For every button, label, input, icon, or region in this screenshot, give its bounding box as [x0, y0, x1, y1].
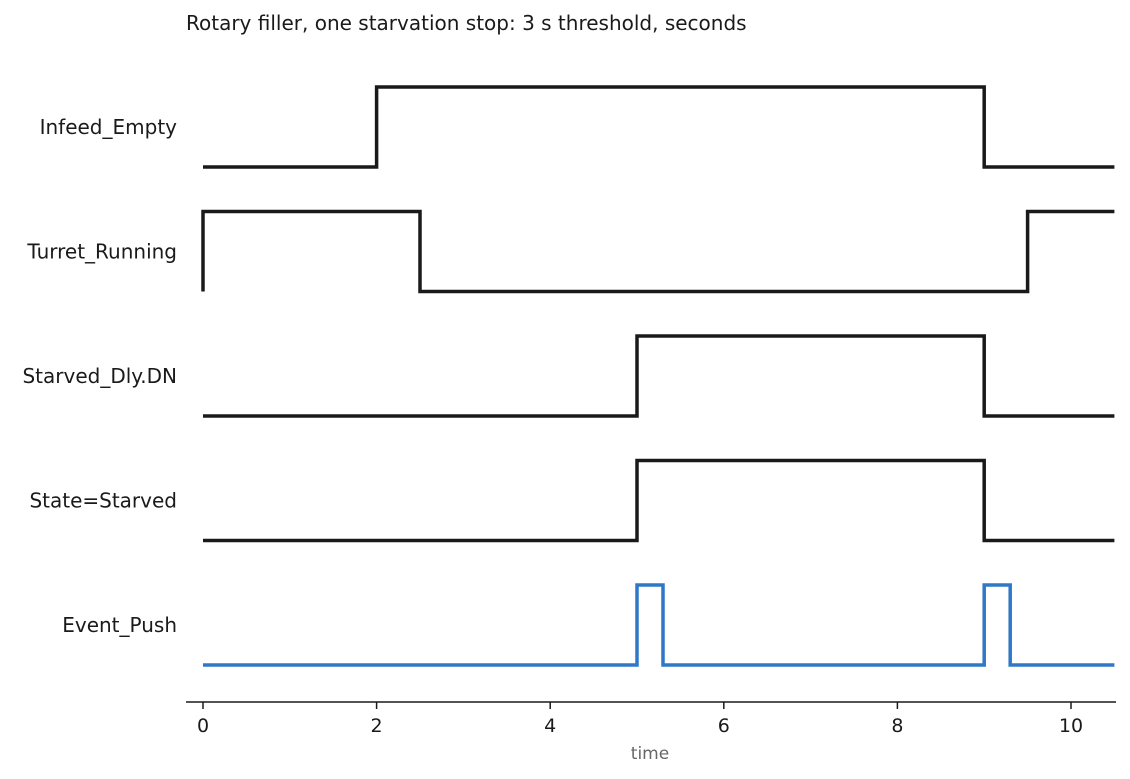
signal-label-turret-running: Turret_Running	[26, 240, 177, 264]
signal-label-infeed-empty: Infeed_Empty	[40, 115, 178, 139]
x-tick-label: 10	[1059, 715, 1083, 737]
signal-trace-state-starved	[203, 458, 1115, 543]
x-tick-label: 6	[718, 715, 730, 737]
signal-label-event-push: Event_Push	[62, 613, 177, 637]
x-tick-label: 0	[197, 715, 209, 737]
chart-title: Rotary filler, one starvation stop: 3 s …	[186, 11, 747, 35]
x-tick-label: 4	[544, 715, 556, 737]
x-axis: 0 2 4 6 8 10	[186, 701, 1116, 737]
signal-trace-turret-running	[201, 209, 1115, 294]
signal-trace-event-push	[203, 583, 1115, 667]
signal-label-state-starved: State=Starved	[29, 489, 177, 513]
signal-trace-starved-dly-dn	[203, 334, 1115, 418]
signal-traces	[201, 85, 1115, 667]
x-tick-label: 2	[371, 715, 383, 737]
signal-trace-infeed-empty	[203, 85, 1115, 169]
x-tick-label: 8	[891, 715, 903, 737]
signal-label-starved-dly-dn: Starved_Dly.DN	[22, 364, 177, 388]
signal-labels: Infeed_Empty Turret_Running Starved_Dly.DN…	[22, 115, 177, 637]
x-axis-title: time	[631, 744, 669, 764]
